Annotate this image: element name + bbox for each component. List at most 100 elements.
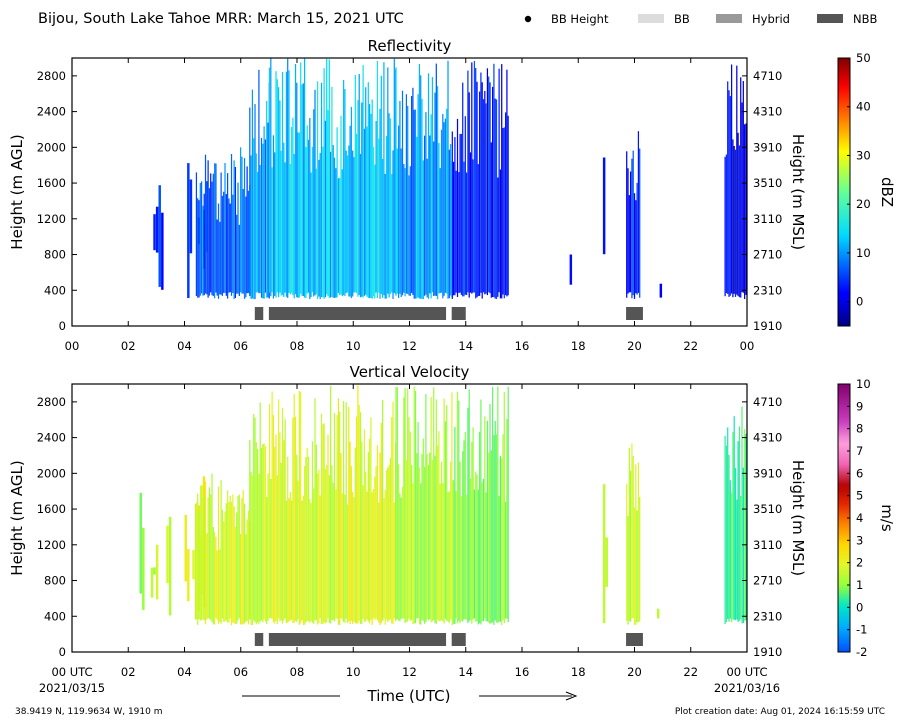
- precip-column: [336, 127, 338, 298]
- legend-swatch: [638, 14, 664, 23]
- panel-title: Reflectivity: [368, 37, 452, 55]
- precip-column: [279, 100, 281, 293]
- precip-column: [440, 461, 443, 620]
- precip-column: [259, 165, 261, 294]
- precip-column: [246, 166, 248, 294]
- precip-column: [443, 122, 445, 296]
- precip-column: [407, 105, 409, 295]
- precip-column: [742, 81, 744, 293]
- precip-column: [488, 76, 490, 293]
- bright-band-bar: [268, 633, 447, 646]
- precip-column: [400, 148, 402, 297]
- precip-column: [429, 452, 431, 620]
- precip-column: [339, 411, 341, 626]
- precip-column: [301, 500, 303, 621]
- precip-column: [493, 435, 495, 625]
- precip-column: [388, 464, 390, 621]
- precip-column: [469, 152, 472, 293]
- precip-column: [306, 448, 308, 621]
- precip-column: [232, 194, 234, 293]
- precip-column: [464, 116, 466, 295]
- precip-column: [602, 484, 606, 624]
- legend-dot-marker: [524, 15, 532, 23]
- x-tick-label: 18: [571, 665, 586, 679]
- precip-column: [350, 466, 353, 621]
- precip-column: [403, 164, 405, 293]
- precip-column: [448, 491, 450, 623]
- precip-column: [387, 467, 389, 622]
- precip-column: [398, 464, 400, 621]
- precip-column: [250, 471, 252, 625]
- precip-column: [384, 173, 386, 299]
- y-tick-label: 1600: [37, 176, 66, 190]
- precip-column: [440, 129, 443, 293]
- precip-column: [272, 135, 275, 299]
- precip-column: [214, 531, 216, 625]
- precip-column: [453, 161, 455, 296]
- precip-column: [234, 526, 237, 624]
- y-tick-label-right: 1910: [753, 319, 782, 333]
- precip-column: [447, 491, 449, 622]
- precip-column: [630, 470, 632, 622]
- precip-column: [285, 500, 288, 624]
- precip-column: [296, 454, 298, 622]
- precip-column: [366, 126, 368, 297]
- precip-column: [372, 146, 375, 297]
- precip-column: [201, 181, 203, 294]
- precip-column: [391, 417, 393, 624]
- bright-band-bar: [451, 633, 466, 646]
- precip-column: [187, 163, 190, 298]
- y-tick-label-right: 4710: [753, 69, 782, 83]
- precip-column: [378, 502, 380, 623]
- precip-column: [484, 416, 486, 619]
- precip-column: [240, 147, 242, 293]
- precip-column: [724, 156, 726, 297]
- precip-column: [356, 133, 358, 294]
- colorbar-tick-label: 4: [856, 511, 863, 525]
- precip-column: [153, 214, 156, 251]
- precip-column: [744, 429, 746, 621]
- precip-column: [502, 128, 504, 295]
- precip-column: [229, 496, 231, 619]
- precip-column: [216, 219, 218, 296]
- y-tick-label-right: 3110: [753, 212, 782, 226]
- precip-column: [310, 503, 312, 622]
- colorbar-tick-label: 3: [856, 533, 863, 547]
- precip-column: [246, 519, 248, 621]
- precip-column: [372, 489, 375, 619]
- x-tick-label: 14: [458, 665, 473, 679]
- precip-column: [731, 64, 733, 294]
- precip-column: [310, 172, 312, 297]
- precip-column: [420, 483, 422, 625]
- precip-column: [418, 64, 421, 299]
- precip-column: [408, 417, 410, 619]
- bright-band-bar: [626, 307, 643, 320]
- precip-column: [278, 399, 280, 619]
- precip-column: [463, 440, 465, 620]
- precip-column: [627, 516, 629, 625]
- precip-column: [344, 494, 346, 623]
- precip-column: [400, 497, 402, 619]
- precip-column: [228, 198, 230, 293]
- precip-column: [498, 68, 500, 293]
- precip-column: [420, 75, 422, 299]
- precip-column: [396, 387, 398, 620]
- precip-column: [727, 81, 729, 294]
- precip-column: [497, 386, 499, 623]
- precip-column: [195, 502, 198, 619]
- precip-column: [358, 404, 360, 621]
- precip-column: [251, 89, 254, 299]
- precip-column: [318, 469, 320, 624]
- precip-column: [257, 449, 259, 623]
- colorbar-tick-label: 10: [856, 377, 871, 391]
- precip-column: [635, 464, 637, 625]
- precip-column: [659, 283, 663, 298]
- precip-column: [328, 59, 330, 298]
- precip-column: [301, 84, 303, 296]
- precip-column: [430, 397, 432, 623]
- precip-column: [158, 185, 161, 287]
- precip-column: [388, 113, 390, 298]
- precip-column: [725, 154, 728, 294]
- precip-column: [472, 427, 474, 620]
- precip-column: [506, 69, 508, 297]
